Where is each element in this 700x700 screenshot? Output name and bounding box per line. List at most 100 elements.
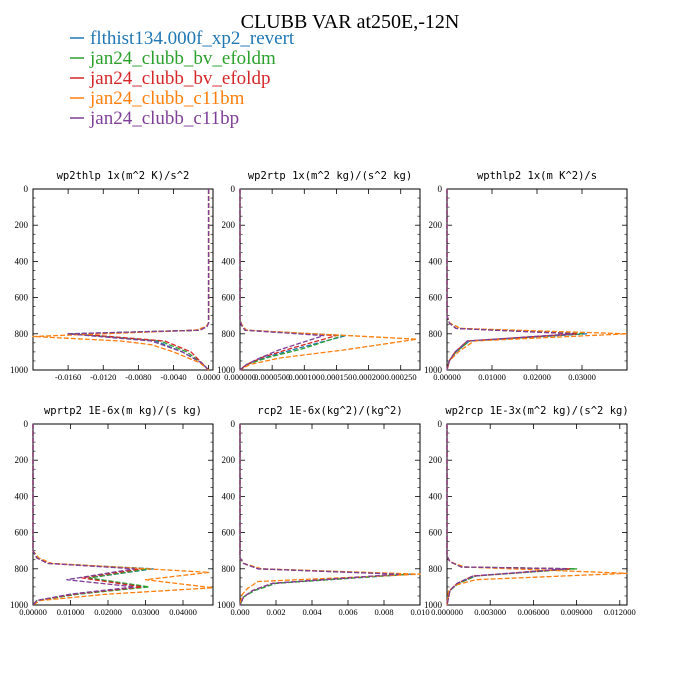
- x-tick-label: 0.000100: [288, 372, 320, 382]
- series-line: [76, 189, 210, 371]
- x-tick-label: 0.006: [338, 607, 357, 617]
- x-tick-label: 0.01000: [478, 372, 506, 382]
- panels: wp2thlp 1x(m^2 K)/s^2 0 200 400 600 800 1000 -0…: [10, 170, 636, 617]
- series-line: [446, 424, 628, 606]
- panel-title: wprtp2 1E-6x(m kg)/(s kg): [44, 405, 202, 417]
- y-tick-label: 800: [15, 564, 29, 574]
- x-tick-label: -0.0120: [90, 372, 116, 382]
- y-tick-label: 800: [429, 329, 443, 339]
- series-line: [446, 424, 568, 606]
- y-tick-label: 800: [222, 329, 236, 339]
- series-line: [239, 424, 400, 606]
- series-line: [239, 189, 418, 371]
- panel-title: wp2rtp 1x(m^2 kg)/(s^2 kg): [248, 170, 412, 182]
- panel: wp2thlp 1x(m^2 K)/s^2 0 200 400 600 800 1000 -0…: [10, 170, 220, 382]
- y-tick-label: 0: [438, 419, 443, 429]
- series-line: [239, 424, 403, 606]
- y-tick-label: 200: [429, 455, 443, 465]
- series-line: [446, 189, 628, 371]
- x-tick-label: 0.000000: [224, 372, 256, 382]
- panel-title: rcp2 1E-6x(kg^2)/(kg^2): [257, 405, 402, 417]
- y-tick-label: 0: [231, 184, 236, 194]
- series-line: [32, 424, 150, 606]
- y-tick-label: 1000: [424, 600, 443, 610]
- series-line: [446, 424, 575, 606]
- y-tick-label: 400: [222, 256, 236, 266]
- series-line: [239, 189, 325, 371]
- legend-entry: flthist134.000f_xp2_revert: [90, 28, 295, 49]
- y-tick-label: 600: [15, 528, 29, 538]
- figure-title: CLUBB VAR at250E,-12N: [241, 11, 460, 33]
- x-tick-label: 0.012000: [604, 607, 636, 617]
- y-tick-label: 600: [15, 293, 29, 303]
- panel: wp2rtp 1x(m^2 kg)/(s^2 kg) 0 200 400 600 800 1…: [217, 170, 421, 382]
- x-tick-label: 0.04000: [169, 607, 197, 617]
- series-line: [239, 424, 421, 606]
- x-tick-label: 0.000200: [353, 372, 385, 382]
- x-tick-label: 0.004: [302, 607, 322, 617]
- legend: flthist134.000f_xp2_revert jan24_clubb_bv…: [70, 28, 295, 129]
- x-tick-label: 0.02000: [523, 372, 551, 382]
- series-line: [446, 189, 588, 371]
- y-tick-label: 1000: [424, 365, 443, 375]
- y-tick-label: 1000: [217, 600, 236, 610]
- panel-frame: [446, 188, 628, 371]
- x-tick-label: 0.000250: [385, 372, 417, 382]
- series-line: [32, 424, 214, 606]
- series-line: [239, 189, 347, 371]
- y-tick-label: 200: [15, 455, 29, 465]
- y-tick-label: 200: [429, 220, 443, 230]
- x-tick-label: 0.009000: [561, 607, 593, 617]
- y-tick-label: 200: [15, 220, 29, 230]
- panel: rcp2 1E-6x(kg^2)/(kg^2) 0 200 400 600 800 1000…: [217, 405, 430, 617]
- x-tick-label: 0.00000: [19, 607, 47, 617]
- x-tick-label: -0.0080: [125, 372, 151, 382]
- y-tick-label: 200: [222, 455, 236, 465]
- y-tick-label: 200: [222, 220, 236, 230]
- x-tick-label: 0.0000500: [254, 372, 290, 382]
- y-tick-label: 600: [429, 293, 443, 303]
- y-tick-label: 600: [222, 528, 236, 538]
- y-tick-label: 400: [15, 256, 29, 266]
- y-tick-label: 600: [429, 528, 443, 538]
- x-tick-label: -0.0040: [160, 372, 186, 382]
- y-tick-label: 0: [24, 184, 29, 194]
- series-line: [71, 189, 210, 371]
- x-tick-label: 0.03000: [568, 372, 596, 382]
- series-line: [239, 424, 412, 606]
- panel: wprtp2 1E-6x(m kg)/(s kg) 0 200 400 600 800 10…: [10, 405, 214, 617]
- panel-title: wp2rcp 1E-3x(m^2 kg)/(s^2 kg): [445, 405, 628, 417]
- panel-title: wpthlp2 1x(m K^2)/s: [477, 170, 597, 182]
- y-tick-label: 400: [429, 256, 443, 266]
- legend-entry: jan24_clubb_c11bm: [89, 88, 245, 109]
- y-tick-label: 1000: [10, 600, 29, 610]
- panel: wp2rcp 1E-3x(m^2 kg)/(s^2 kg)0 200 400 600 8…: [424, 405, 636, 617]
- series-line: [239, 189, 344, 371]
- x-tick-label: 0.000150: [320, 372, 352, 382]
- y-tick-label: 400: [222, 491, 236, 501]
- y-tick-label: 1000: [10, 365, 29, 375]
- panel-title: wp2thlp 1x(m^2 K)/s^2: [57, 170, 190, 182]
- x-tick-label: 0.003000: [474, 607, 506, 617]
- legend-entry: jan24_clubb_bv_efoldp: [89, 68, 270, 89]
- series-line: [446, 189, 574, 371]
- x-tick-label: 0.02000: [94, 607, 122, 617]
- y-tick-label: 800: [15, 329, 29, 339]
- x-tick-label: -0.0160: [55, 372, 81, 382]
- x-tick-label: 0.006000: [517, 607, 549, 617]
- x-tick-label: 0.000000: [431, 607, 463, 617]
- y-tick-label: 400: [429, 491, 443, 501]
- y-tick-label: 400: [15, 491, 29, 501]
- x-tick-label: 0.01000: [57, 607, 85, 617]
- x-tick-label: 0.0000: [197, 372, 220, 382]
- x-tick-label: 0.000: [230, 607, 249, 617]
- series-line: [239, 424, 409, 606]
- series-line: [32, 189, 210, 371]
- y-tick-label: 600: [222, 293, 236, 303]
- x-tick-label: 0.00000: [433, 372, 461, 382]
- panel-frame: [32, 423, 214, 606]
- y-tick-label: 1000: [217, 365, 236, 375]
- series-line: [32, 424, 135, 606]
- legend-entry: jan24_clubb_c11bp: [89, 108, 239, 129]
- series-line: [32, 424, 143, 606]
